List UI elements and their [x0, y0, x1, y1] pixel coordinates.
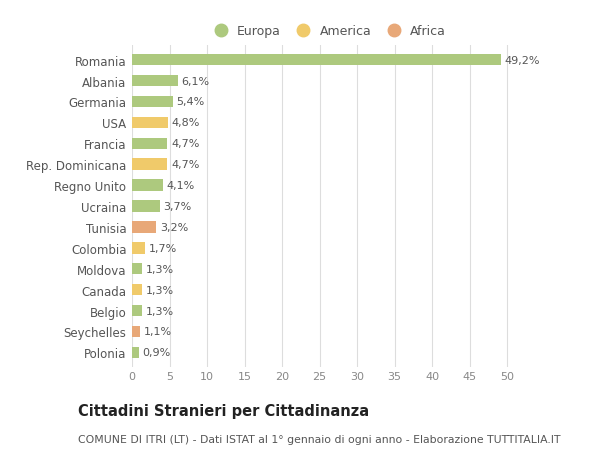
- Text: 1,3%: 1,3%: [146, 264, 173, 274]
- Text: 1,1%: 1,1%: [144, 327, 172, 337]
- Bar: [132, 347, 139, 358]
- Bar: [132, 159, 167, 171]
- Text: 3,2%: 3,2%: [160, 223, 188, 232]
- Text: 49,2%: 49,2%: [505, 56, 540, 66]
- Bar: [132, 118, 168, 129]
- Bar: [132, 180, 163, 191]
- Bar: [132, 76, 178, 87]
- Text: COMUNE DI ITRI (LT) - Dati ISTAT al 1° gennaio di ogni anno - Elaborazione TUTTI: COMUNE DI ITRI (LT) - Dati ISTAT al 1° g…: [78, 434, 560, 443]
- Bar: [132, 242, 145, 254]
- Legend: Europa, America, Africa: Europa, America, Africa: [208, 25, 446, 38]
- Bar: [132, 96, 173, 108]
- Text: 1,3%: 1,3%: [146, 285, 173, 295]
- Bar: [132, 326, 140, 337]
- Text: 0,9%: 0,9%: [143, 347, 171, 358]
- Text: 6,1%: 6,1%: [182, 76, 209, 86]
- Bar: [132, 305, 142, 317]
- Bar: [132, 55, 501, 66]
- Bar: [132, 201, 160, 212]
- Bar: [132, 222, 156, 233]
- Bar: [132, 263, 142, 275]
- Bar: [132, 138, 167, 150]
- Text: 4,7%: 4,7%: [171, 160, 199, 170]
- Text: 5,4%: 5,4%: [176, 97, 205, 107]
- Text: 4,7%: 4,7%: [171, 139, 199, 149]
- Bar: [132, 284, 142, 296]
- Text: 1,3%: 1,3%: [146, 306, 173, 316]
- Text: 1,7%: 1,7%: [149, 243, 177, 253]
- Text: Cittadini Stranieri per Cittadinanza: Cittadini Stranieri per Cittadinanza: [78, 403, 369, 419]
- Text: 3,7%: 3,7%: [163, 202, 192, 212]
- Text: 4,1%: 4,1%: [167, 181, 195, 190]
- Text: 4,8%: 4,8%: [172, 118, 200, 128]
